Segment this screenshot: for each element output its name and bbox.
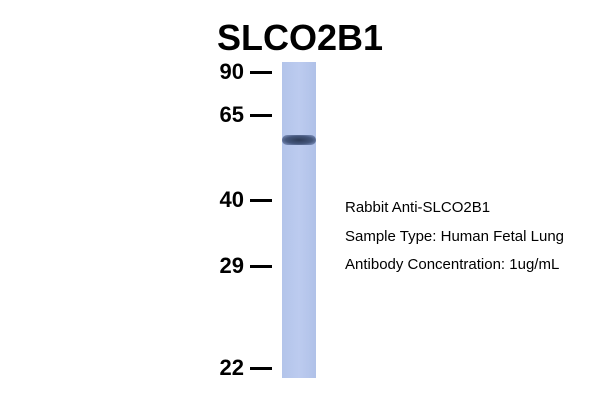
blot-band — [282, 135, 316, 145]
annotation: Antibody Concentration: 1ug/mL — [345, 256, 560, 273]
title: SLCO2B1 — [216, 17, 384, 58]
marker-tick — [250, 114, 272, 117]
blot-lane — [282, 62, 316, 378]
marker-tick — [250, 199, 272, 202]
marker-label: 65 — [219, 102, 244, 127]
marker-tick — [250, 265, 272, 268]
annotation: Sample Type: Human Fetal Lung — [345, 228, 565, 245]
annotation: Rabbit Anti-SLCO2B1 — [345, 199, 491, 216]
marker-label: 90 — [219, 59, 244, 84]
marker-label: 22 — [219, 355, 244, 380]
marker-label: 29 — [219, 253, 244, 278]
marker-label: 40 — [219, 187, 244, 212]
marker-tick — [250, 367, 272, 370]
marker-tick — [250, 71, 272, 74]
